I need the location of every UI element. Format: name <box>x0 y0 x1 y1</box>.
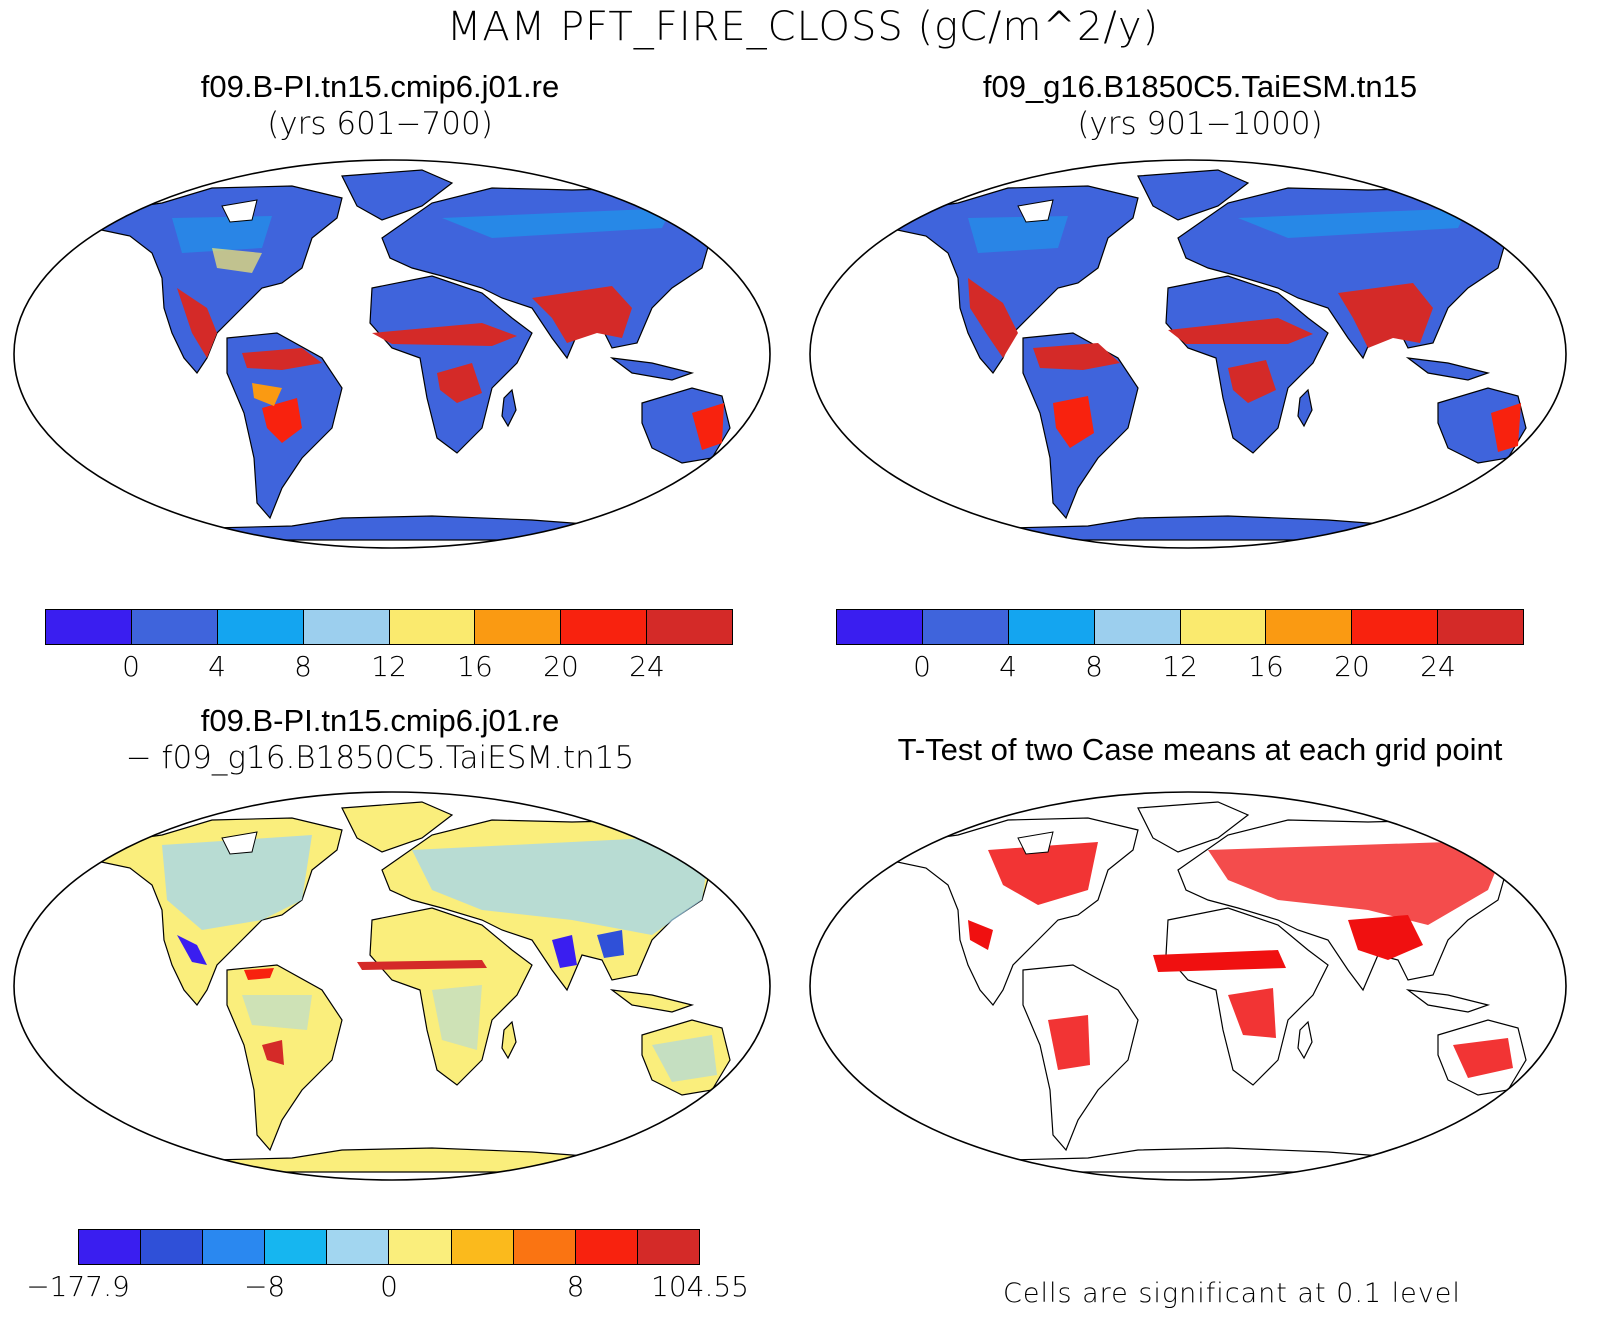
cb2-box <box>1094 610 1181 644</box>
panel2-subtitle: (yrs 901−1000) <box>1077 106 1323 142</box>
cb2-box <box>1266 610 1353 644</box>
cb1-box <box>475 610 562 644</box>
cb2-box <box>1438 610 1523 644</box>
panel3-title: f09.B-PI.tn15.cmip6.j01.re <box>200 703 560 738</box>
cb1-box <box>217 610 304 644</box>
panel4-map <box>809 791 1567 1181</box>
cb1-box <box>561 610 648 644</box>
cb2-box <box>837 610 923 644</box>
panel1-subtitle: (yrs 601−700) <box>267 106 493 142</box>
cb2-tick-label: 16 <box>1248 650 1284 683</box>
cb3-box <box>265 1230 328 1264</box>
cb1-box <box>303 610 390 644</box>
cb3-box <box>141 1230 204 1264</box>
cb1-tick-label: 20 <box>543 650 579 683</box>
cb1-box <box>389 610 476 644</box>
panel2-colorbar-labels: 0 4 8 12 16 20 24 <box>836 650 1524 684</box>
cb2-box <box>1352 610 1439 644</box>
figure-title: MAM PFT_FIRE_CLOSS (gC/m^2/y) <box>446 4 1160 50</box>
cb3-tick-label: 0 <box>380 1270 398 1303</box>
cb3-tick-label: −8 <box>243 1270 286 1303</box>
cb3-box <box>513 1230 576 1264</box>
cb2-box <box>1180 610 1267 644</box>
cb2-tick-label: 8 <box>1085 650 1103 683</box>
cb1-tick-label: 16 <box>457 650 493 683</box>
cb2-tick-label: 12 <box>1162 650 1198 683</box>
panel1-fire-hotspots <box>172 208 724 450</box>
cb3-box <box>575 1230 638 1264</box>
cb2-box <box>922 610 1009 644</box>
panel3-subtitle: − f09_g16.B1850C5.TaiESM.tn15 <box>125 740 635 776</box>
panel4-significant-cells <box>968 840 1513 1078</box>
cb1-box <box>647 610 732 644</box>
cb3-tick-label: 104.55 <box>651 1270 749 1303</box>
panel3-colorbar-labels: −177.9 −8 0 8 104.55 <box>26 1270 749 1304</box>
cb1-tick-label: 24 <box>629 650 665 683</box>
cb3-tick-label: 8 <box>566 1270 585 1303</box>
cb3-tick-label: −177.9 <box>26 1270 130 1303</box>
panel2-colorbar <box>836 609 1524 645</box>
panel2-title: f09_g16.B1850C5.TaiESM.tn15 <box>982 69 1418 104</box>
panel3-colorbar <box>78 1229 700 1265</box>
cb1-box <box>46 610 132 644</box>
panel2-title-block: f09_g16.B1850C5.TaiESM.tn15 (yrs 901−100… <box>800 70 1600 144</box>
panel4-title: T-Test of two Case means at each grid po… <box>897 732 1503 767</box>
cb1-box <box>131 610 218 644</box>
cb2-tick-label: 20 <box>1334 650 1370 683</box>
cb1-tick-label: 0 <box>122 650 140 683</box>
cb2-tick-label: 24 <box>1420 650 1456 683</box>
significance-note: Cells are significant at 0.1 level <box>1003 1278 1461 1309</box>
panel4-title-block: T-Test of two Case means at each grid po… <box>800 733 1600 767</box>
cb3-box <box>327 1230 390 1264</box>
cb1-tick-label: 12 <box>371 650 407 683</box>
panel1-colorbar-labels: 0 4 8 12 16 20 24 <box>45 650 733 684</box>
panel1-map <box>13 159 771 549</box>
cb1-tick-label: 8 <box>294 650 312 683</box>
panel2-map <box>809 159 1567 549</box>
cb3-box <box>203 1230 266 1264</box>
cb3-box <box>637 1230 699 1264</box>
cb1-tick-label: 4 <box>208 650 226 683</box>
cb2-tick-label: 0 <box>913 650 931 683</box>
cb3-box <box>79 1230 142 1264</box>
panel3-map <box>13 791 771 1181</box>
panel1-title: f09.B-PI.tn15.cmip6.j01.re <box>200 69 560 104</box>
cb2-box <box>1008 610 1095 644</box>
cb3-box <box>389 1230 452 1264</box>
cb2-tick-label: 4 <box>999 650 1017 683</box>
panel1-colorbar <box>45 609 733 645</box>
panel1-title-block: f09.B-PI.tn15.cmip6.j01.re (yrs 601−700) <box>0 70 760 144</box>
panel3-title-block: f09.B-PI.tn15.cmip6.j01.re − f09_g16.B18… <box>0 704 760 778</box>
panel3-difference-anomalies <box>162 835 717 1082</box>
cb3-box <box>451 1230 514 1264</box>
panel2-fire-hotspots <box>968 208 1521 452</box>
